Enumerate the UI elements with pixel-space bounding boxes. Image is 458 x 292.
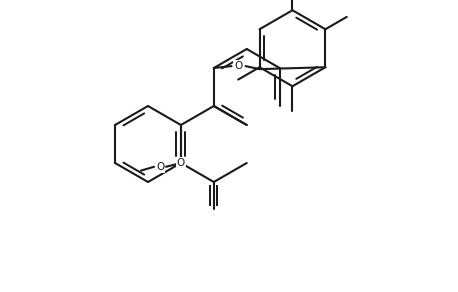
Text: O: O: [177, 158, 185, 168]
Text: O: O: [156, 162, 164, 172]
Text: O: O: [234, 61, 243, 71]
